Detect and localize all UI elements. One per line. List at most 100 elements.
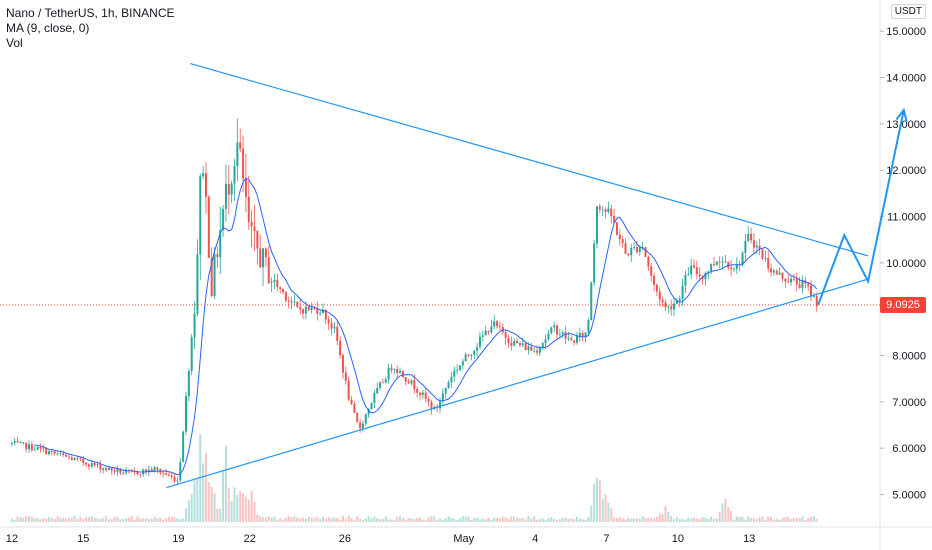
candle-body [670,306,673,310]
volume-bar [447,516,450,522]
volume-bar [25,516,28,522]
volume-bar [107,519,110,522]
volume-bar [704,517,707,522]
volume-bar [784,517,787,522]
legend-vol[interactable]: Vol [6,36,23,50]
projection-arrowhead [895,107,908,122]
candle-body [53,451,56,454]
volume-bar [575,516,578,522]
volume-bar [701,517,704,522]
candle-body [299,306,302,310]
y-axis-unit[interactable]: USDT [890,4,926,19]
volume-bar [167,516,170,522]
candle-body [339,340,342,356]
candle-body [364,414,367,424]
candle-body [150,469,153,472]
volume-bar [496,517,499,522]
legend-ma[interactable]: MA (9, close, 0) [6,21,90,35]
candle-body [122,472,125,474]
volume-bar [222,470,225,522]
candle-body [153,467,156,472]
candle-body [667,306,670,308]
volume-bar [430,516,433,522]
candle-body [510,342,513,346]
volume-bar [658,513,661,522]
candle-body [678,298,681,301]
volume-bar [239,491,242,522]
candle-body [316,308,319,314]
candle-body [721,261,724,263]
candle-body [478,336,481,348]
candle-body [256,231,259,249]
x-tick-label: 4 [532,533,538,545]
x-tick-label: 19 [172,533,184,545]
volume-bar [390,519,393,522]
volume-bar [353,519,356,522]
candle-body [770,268,773,273]
volume-bar [282,519,285,522]
volume-bar [256,514,259,522]
volume-bar [85,517,88,522]
candle-body [484,330,487,336]
volume-bar [547,517,550,522]
volume-bar [647,518,650,522]
volume-bar [404,519,407,522]
candle-body [427,398,430,402]
y-tick-label: 6.0000 [892,443,926,455]
volume-bar [370,518,373,522]
candle-body [673,303,676,310]
volume-bar [678,518,681,522]
projection-path [817,109,905,305]
candle-body [139,474,142,475]
candle-body [458,365,461,370]
volume-bar [304,518,307,522]
volume-bar [752,517,755,522]
volume-bar [712,518,715,522]
volume-bar [584,519,587,522]
candle-body [199,176,202,255]
candle-body [784,278,787,282]
volume-bar [147,518,150,522]
volume-bar [693,518,696,522]
candle-body [125,470,128,473]
candle-body [250,221,253,227]
candle-body [476,347,479,351]
volume-bar [381,519,384,522]
candle-body [456,369,459,371]
candle-body [556,325,559,335]
volume-bar [744,519,747,522]
candle-body [815,295,818,307]
volume-bar [233,487,236,522]
candle-body [165,473,168,475]
volume-bar [79,516,82,522]
x-tick-label: 7 [603,533,609,545]
candle-body [370,403,373,409]
candle-body [287,300,290,302]
candle-body [710,264,713,272]
candle-body [270,281,273,283]
volume-bar [307,516,310,522]
candle-body [712,264,715,265]
volume-bar [795,518,798,522]
volume-bar [341,516,344,522]
volume-bar [507,518,510,522]
candle-body [732,268,735,270]
candle-body [544,339,547,344]
candle-body [224,183,227,209]
candle-body [615,222,618,235]
volume-bar [578,518,581,522]
candle-body [16,441,19,443]
candle-body [513,340,516,346]
volume-bar [224,445,227,522]
volume-bar [630,518,633,522]
x-tick-label: 13 [743,533,755,545]
legend-symbol[interactable]: Nano / TetherUS, 1h, BINANCE [6,6,175,20]
candle-body [439,401,441,409]
candle-body [373,393,376,404]
volume-bar [376,517,379,522]
volume-bar [530,518,533,522]
candle-body [401,370,404,378]
volume-bar [621,518,624,522]
